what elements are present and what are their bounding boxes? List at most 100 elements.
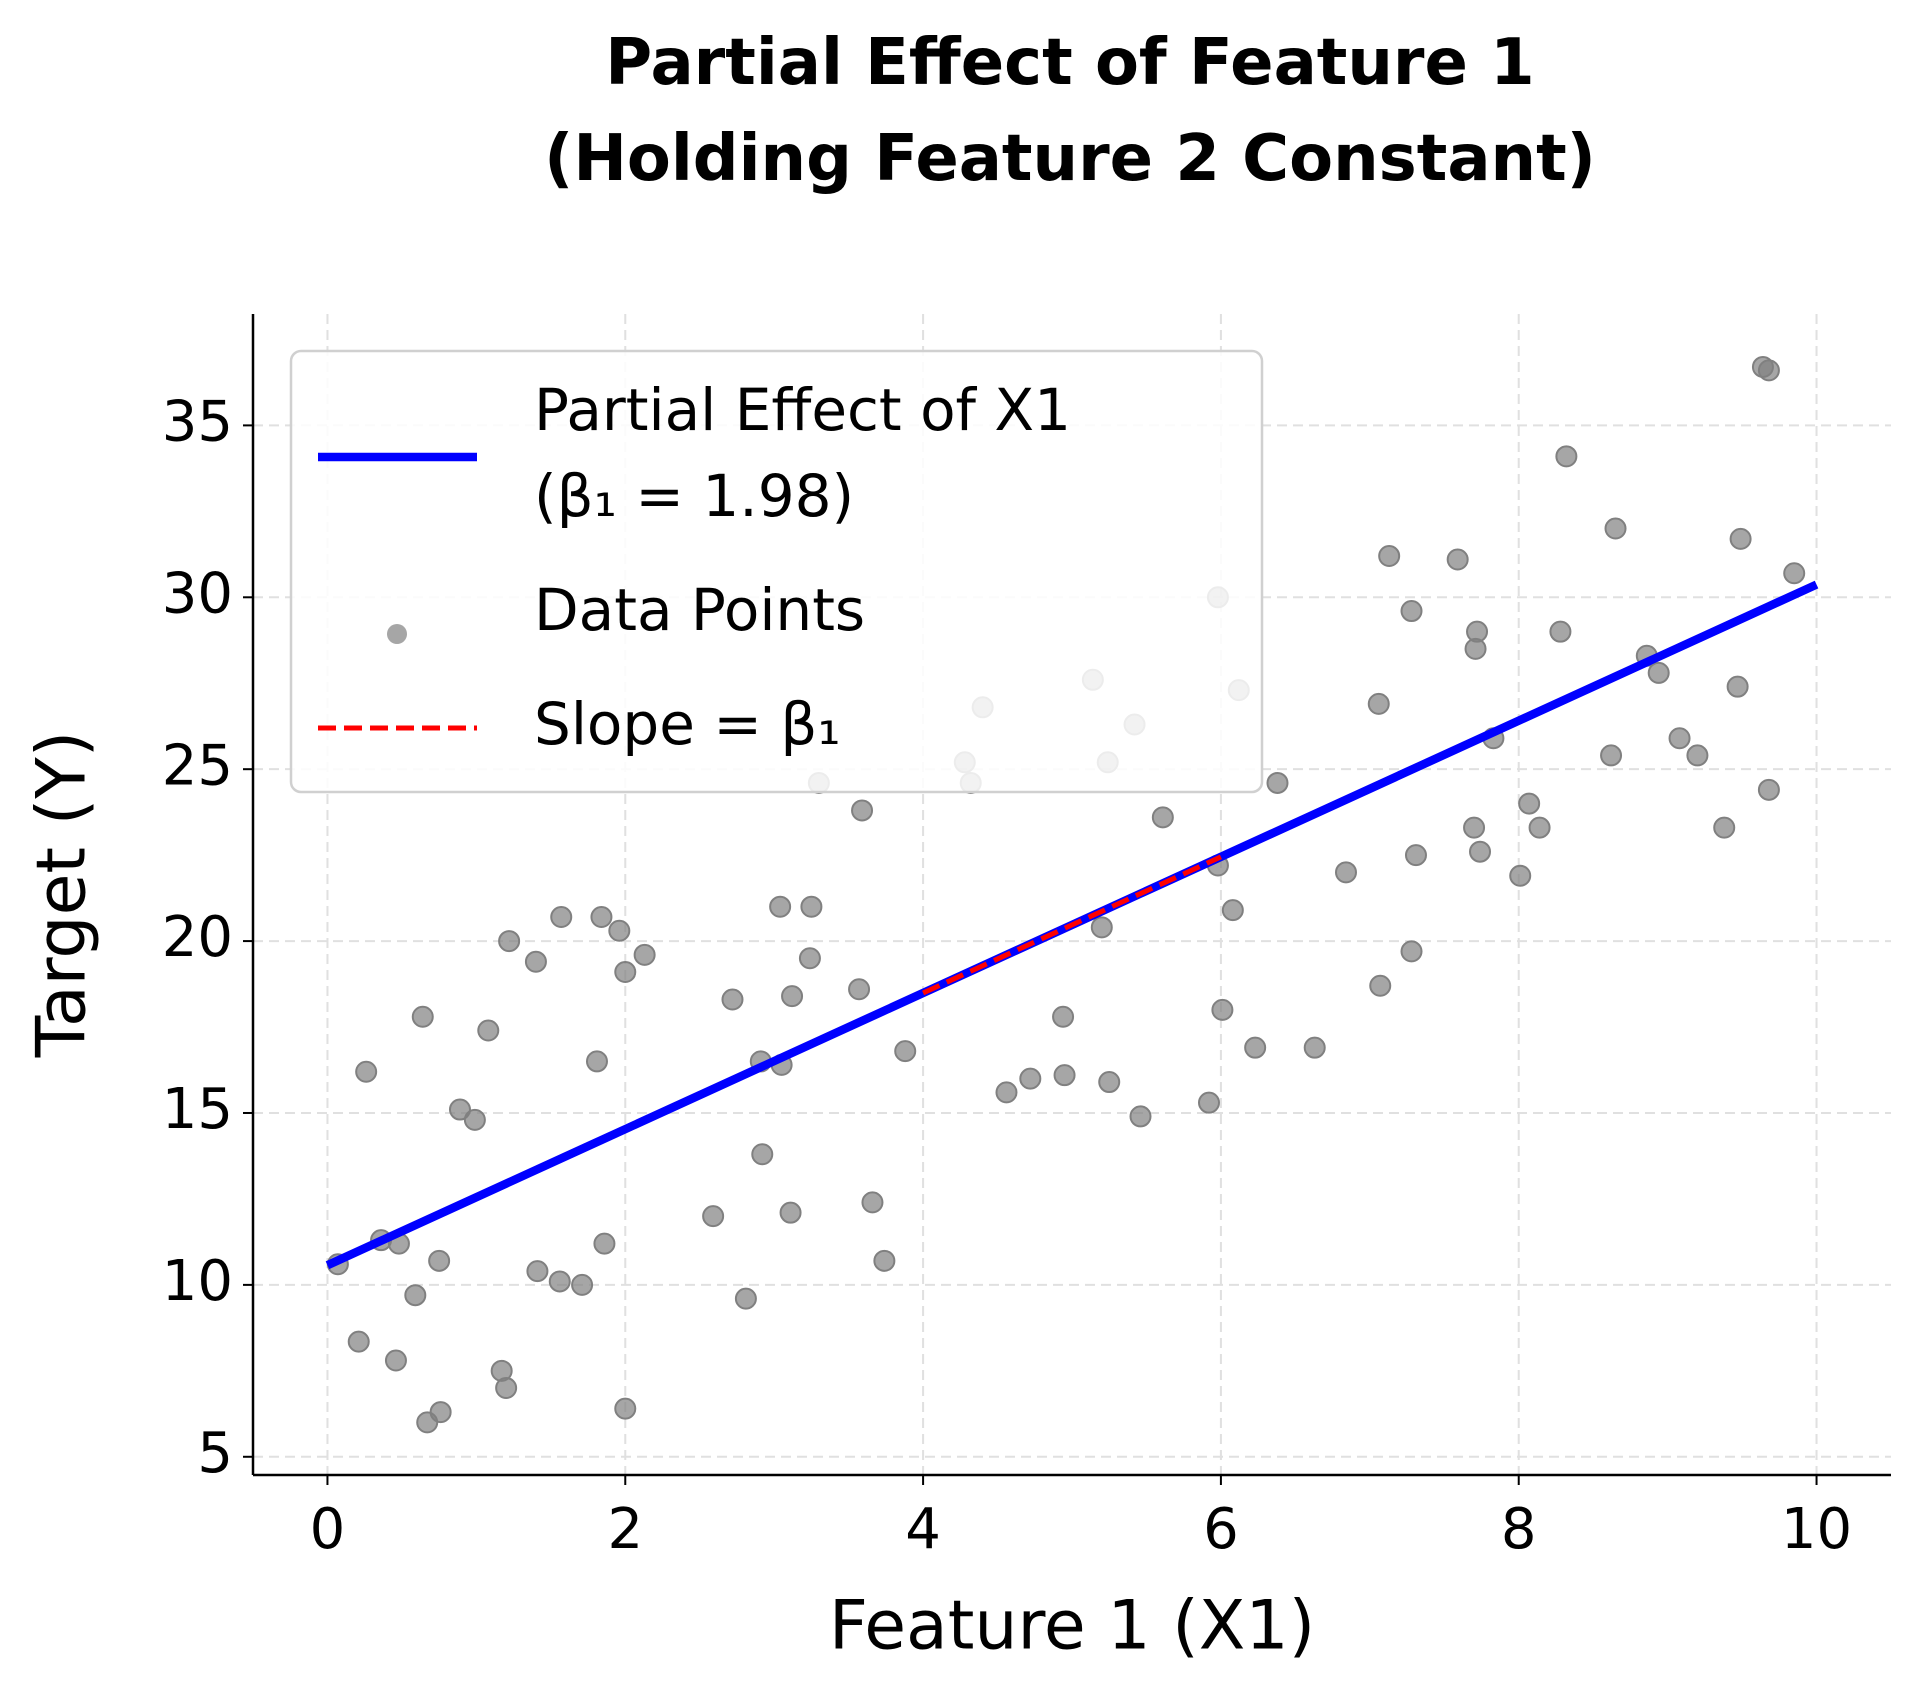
data-point [1129, 1105, 1152, 1128]
data-point [769, 895, 792, 918]
data-point [1518, 792, 1541, 815]
data-point [1757, 778, 1780, 801]
data-point [734, 1287, 757, 1310]
data-point [1713, 816, 1736, 839]
data-point [1400, 940, 1423, 963]
data-point [384, 1349, 407, 1372]
data-point [429, 1401, 452, 1424]
data-point [800, 895, 823, 918]
data-point [1757, 359, 1780, 382]
x-tick-label: 2 [607, 1497, 643, 1562]
y-tick-label: 20 [162, 905, 233, 970]
y-tick-label: 35 [162, 390, 233, 455]
data-point [1378, 545, 1401, 568]
data-point [798, 947, 821, 970]
data-point [477, 1019, 500, 1042]
data-point [1019, 1067, 1042, 1090]
data-point [1400, 600, 1423, 623]
legend-box [289, 349, 1264, 794]
data-point [1052, 1005, 1075, 1028]
data-point [1469, 840, 1492, 863]
x-axis-label: Feature 1 (X1) [829, 1587, 1315, 1666]
data-point [781, 985, 804, 1008]
x-tick-label: 0 [310, 1497, 346, 1562]
y-tick-label: 25 [162, 733, 233, 798]
data-point [1244, 1036, 1267, 1059]
data-point [1466, 620, 1489, 643]
data-point [1549, 620, 1572, 643]
data-point [873, 1249, 896, 1272]
data-point [585, 1050, 608, 1073]
data-point [1686, 744, 1709, 767]
legend: Partial Effect of X1 (β₁ = 1.98) Data Poin… [289, 349, 1264, 794]
data-point [1266, 771, 1289, 794]
data-point [1098, 1071, 1121, 1094]
data-point [1668, 727, 1691, 750]
data-point [448, 1098, 471, 1121]
data-point [614, 1397, 637, 1420]
y-tick-label: 15 [162, 1077, 233, 1142]
x-tick-label: 6 [1203, 1497, 1239, 1562]
data-point [1528, 816, 1551, 839]
data-point [428, 1249, 451, 1272]
y-tick-label: 5 [197, 1421, 233, 1486]
y-tick-label: 30 [162, 561, 233, 626]
y-axis-label: Target (Y) [23, 731, 102, 1059]
x-tick-label: 8 [1501, 1497, 1537, 1562]
data-point [1053, 1064, 1076, 1087]
data-point [1369, 974, 1392, 997]
data-point [347, 1330, 370, 1353]
data-point [524, 950, 547, 973]
data-point [355, 1060, 378, 1083]
data-point [1463, 816, 1486, 839]
data-point [498, 930, 521, 953]
data-point [1404, 844, 1427, 867]
data-point [411, 1005, 434, 1028]
data-point [550, 906, 573, 929]
x-tick-label: 10 [1781, 1497, 1852, 1562]
data-point [590, 906, 613, 929]
data-point [1783, 562, 1806, 585]
legend-marker [387, 624, 407, 644]
chart-title: Partial Effect of Feature 1 (Holding Feat… [544, 26, 1596, 196]
data-point [633, 943, 656, 966]
data-point [1647, 661, 1670, 684]
data-point [1367, 692, 1390, 715]
y-tick-label: 10 [162, 1249, 233, 1314]
slope-line [922, 854, 1222, 996]
data-point [779, 1201, 802, 1224]
data-point [848, 978, 871, 1001]
legend-label: Partial Effect of X1 (β₁ = 1.98) [534, 376, 1071, 530]
data-point [1726, 675, 1749, 698]
data-point [1446, 548, 1469, 571]
data-point [463, 1108, 486, 1131]
data-point [1600, 744, 1623, 767]
data-point [995, 1081, 1018, 1104]
data-point [1211, 998, 1234, 1021]
data-point [571, 1273, 594, 1296]
data-point [851, 799, 874, 822]
data-point [1151, 806, 1174, 829]
data-point [1303, 1036, 1326, 1059]
data-point [1729, 527, 1752, 550]
data-point [1334, 861, 1357, 884]
data-point [751, 1143, 774, 1166]
data-point [1221, 899, 1244, 922]
data-point [1555, 445, 1578, 468]
data-point [404, 1284, 427, 1307]
data-point [1509, 864, 1532, 887]
legend-label: Data Points [534, 576, 865, 644]
legend-label: Slope = β₁ [534, 690, 841, 758]
data-point [548, 1270, 571, 1293]
data-point [721, 988, 744, 1011]
data-point [1604, 517, 1627, 540]
data-point [593, 1232, 616, 1255]
data-point [894, 1040, 917, 1063]
data-point [861, 1191, 884, 1214]
data-point [495, 1377, 518, 1400]
x-tick-label: 4 [905, 1497, 941, 1562]
data-point [614, 961, 637, 984]
data-point [526, 1260, 549, 1283]
data-point [608, 919, 631, 942]
